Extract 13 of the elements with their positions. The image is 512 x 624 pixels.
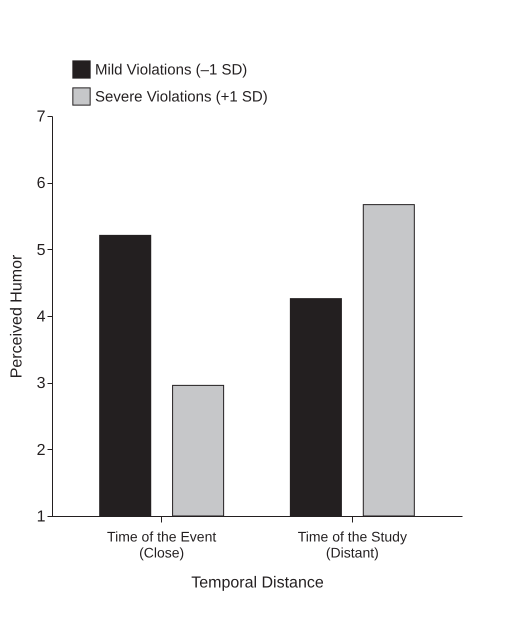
y-tick-label: 2 — [36, 442, 46, 459]
y-tick-label: 6 — [36, 175, 46, 192]
y-axis-title: Perceived Humor — [8, 254, 26, 378]
y-tick-label: 3 — [36, 375, 46, 392]
y-tick-label: 7 — [36, 108, 46, 126]
x-tick-label: Time of the Event (Close) — [107, 528, 216, 560]
y-tick-label: 4 — [36, 308, 46, 326]
legend-label: Severe Violations (+1 SD) — [95, 88, 268, 106]
legend-label: Mild Violations (–1 SD) — [95, 62, 248, 78]
x-axis-title: Temporal Distance — [191, 574, 324, 592]
y-tick-label: 1 — [36, 508, 46, 526]
x-tick-label: Time of the Study (Distant) — [298, 528, 407, 560]
y-tick-label: 5 — [36, 242, 46, 259]
